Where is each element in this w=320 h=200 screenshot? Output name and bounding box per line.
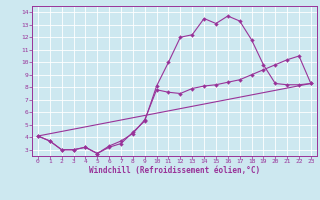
X-axis label: Windchill (Refroidissement éolien,°C): Windchill (Refroidissement éolien,°C) bbox=[89, 166, 260, 175]
